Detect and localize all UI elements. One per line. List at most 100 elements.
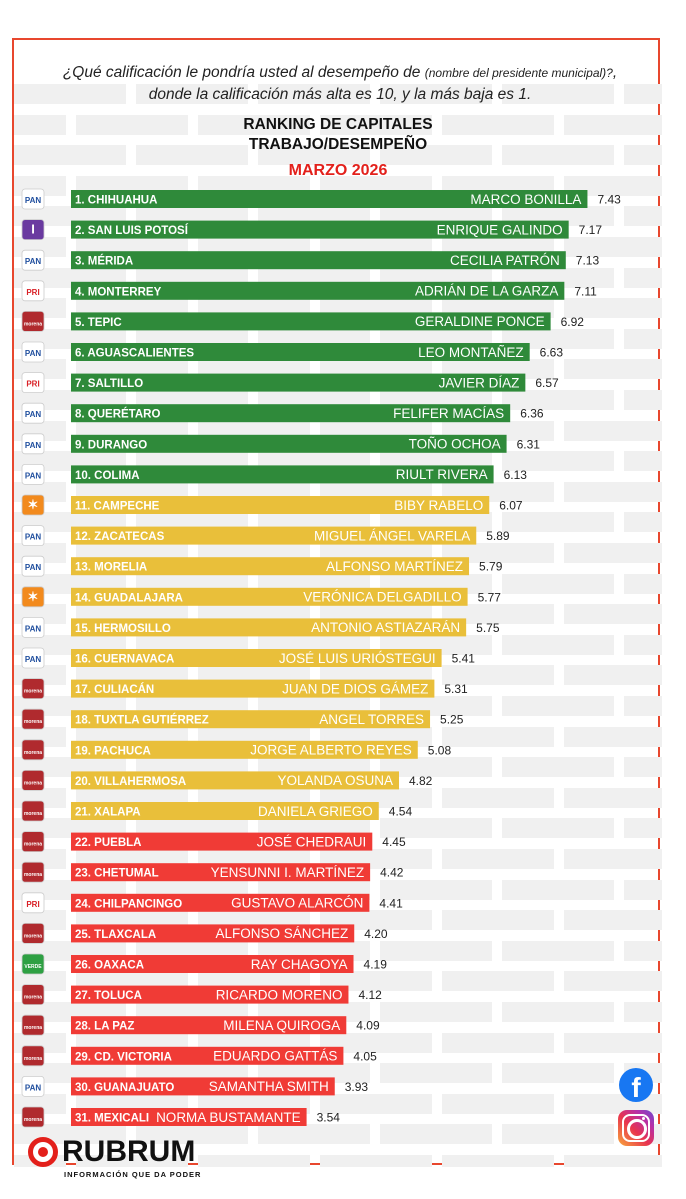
bar <box>71 710 431 729</box>
party-logo-label: PAN <box>25 410 42 419</box>
value-label: 5.08 <box>428 743 452 757</box>
name-label: RICARDO MORENO <box>216 987 343 1002</box>
name-label: DANIELA GRIEGO <box>258 804 373 819</box>
bar <box>71 618 467 637</box>
bar <box>71 802 379 820</box>
brand-name: RUBRUM <box>62 1135 196 1168</box>
party-logo <box>21 739 45 761</box>
name-label: MILENA QUIROGA <box>223 1018 340 1033</box>
value-label: 5.31 <box>444 682 468 696</box>
party-logo-label: morena <box>24 811 42 817</box>
facebook-icon[interactable]: f <box>619 1068 653 1102</box>
name-label: ALFONSO SÁNCHEZ <box>215 926 348 941</box>
party-logo <box>21 800 45 822</box>
value-label: 6.63 <box>540 346 564 360</box>
party-logo <box>21 341 45 363</box>
category-label: 1. CHIHUAHUA <box>75 195 157 207</box>
bar <box>71 251 566 270</box>
category-label: 13. MORELIA <box>75 562 147 574</box>
category-label: 17. CULIACÁN <box>75 683 154 696</box>
category-label: 16. CUERNAVACA <box>75 654 174 666</box>
value-label: 5.89 <box>486 529 510 543</box>
name-label: YOLANDA OSUNA <box>277 773 393 788</box>
bar <box>71 893 370 912</box>
bar <box>71 465 494 484</box>
party-logo <box>21 525 45 547</box>
value-label: 6.07 <box>499 499 523 513</box>
category-label: 20. VILLAHERMOSA <box>75 776 186 788</box>
instagram-icon[interactable] <box>618 1110 654 1146</box>
rubrum-logo: RUBRUM INFORMACIÓN QUE DA PODER <box>28 1135 218 1185</box>
category-label: 29. CD. VICTORIA <box>75 1051 172 1063</box>
bar <box>71 343 530 361</box>
party-logo-label: PAN <box>25 655 42 664</box>
bar <box>71 434 507 453</box>
party-logo <box>21 1076 45 1097</box>
bar <box>71 1016 347 1035</box>
bar <box>71 985 349 1004</box>
party-logo-label: PAN <box>25 257 42 266</box>
bar <box>71 1108 307 1126</box>
party-logo <box>21 831 45 852</box>
bar <box>71 190 588 208</box>
party-logo <box>21 463 45 485</box>
category-label: 2. SAN LUIS POTOSÍ <box>75 224 189 237</box>
party-logo-label: I <box>31 222 35 237</box>
party-logo <box>21 586 45 608</box>
party-logo <box>21 402 45 424</box>
party-logo-label: morena <box>24 995 42 1001</box>
facebook-glyph: f <box>631 1072 641 1102</box>
bar <box>71 220 569 239</box>
party-logo-label: PAN <box>25 563 42 572</box>
chart-title: RANKING DE CAPITALES <box>243 116 433 133</box>
category-label: 26. OAXACA <box>75 960 144 972</box>
party-logo-label: morena <box>24 321 42 327</box>
party-logo <box>21 617 45 638</box>
party-logo <box>21 280 45 302</box>
party-logo-label: PRI <box>26 380 39 389</box>
category-label: 15. HERMOSILLO <box>75 623 171 635</box>
party-logo <box>21 1014 45 1036</box>
name-label: SAMANTHA SMITH <box>209 1079 329 1094</box>
category-label: 8. QUERÉTARO <box>75 408 160 421</box>
brand-tagline: INFORMACIÓN QUE DA PODER <box>64 1170 202 1179</box>
party-logo <box>21 678 45 699</box>
bar <box>71 281 565 300</box>
party-logo <box>21 953 45 975</box>
name-label: ANTONIO ASTIAZARÁN <box>311 620 460 635</box>
category-label: 4. MONTERREY <box>75 286 162 298</box>
bar-chart: PAN 1. CHIHUAHUA MARCO BONILLA 7.43 I 2. SAN … <box>21 188 621 1128</box>
party-logo <box>21 494 45 516</box>
category-label: 24. CHILPANCINGO <box>75 898 182 910</box>
question-part1: ¿Qué calificación le pondría usted al de… <box>62 64 425 81</box>
value-label: 4.09 <box>356 1019 380 1033</box>
chart-frame: ¿Qué calificación le pondría usted al de… <box>12 38 662 1167</box>
bar <box>71 373 526 392</box>
party-logo-label: morena <box>24 842 42 848</box>
party-logo-label: PAN <box>25 1083 42 1092</box>
bar <box>71 557 470 576</box>
party-logo-label: morena <box>24 780 42 786</box>
name-label: ANGEL TORRES <box>319 712 424 727</box>
value-label: 3.93 <box>345 1080 369 1094</box>
name-label: JAVIER DÍAZ <box>439 375 520 390</box>
category-label: 21. XALAPA <box>75 807 141 819</box>
value-label: 4.19 <box>364 958 388 972</box>
party-logo <box>21 923 45 944</box>
party-logo <box>21 219 45 241</box>
party-logo-label: PAN <box>25 196 42 205</box>
value-label: 5.77 <box>478 590 502 604</box>
party-logo <box>21 188 45 210</box>
name-label: NORMA BUSTAMANTE <box>156 1110 301 1125</box>
party-logo <box>21 1045 45 1067</box>
category-label: 14. GUADALAJARA <box>75 592 183 604</box>
value-label: 5.25 <box>440 713 464 727</box>
party-logo-label: VERDE <box>24 964 42 970</box>
value-label: 4.20 <box>364 927 388 941</box>
name-label: RIULT RIVERA <box>396 467 488 482</box>
category-label: 18. TUXTLA GUTIÉRREZ <box>75 714 209 727</box>
name-label: FELIFER MACÍAS <box>393 406 504 421</box>
name-label: JORGE ALBERTO REYES <box>250 743 412 758</box>
party-logo-label: morena <box>24 933 42 939</box>
party-logo-label: morena <box>24 1025 42 1031</box>
